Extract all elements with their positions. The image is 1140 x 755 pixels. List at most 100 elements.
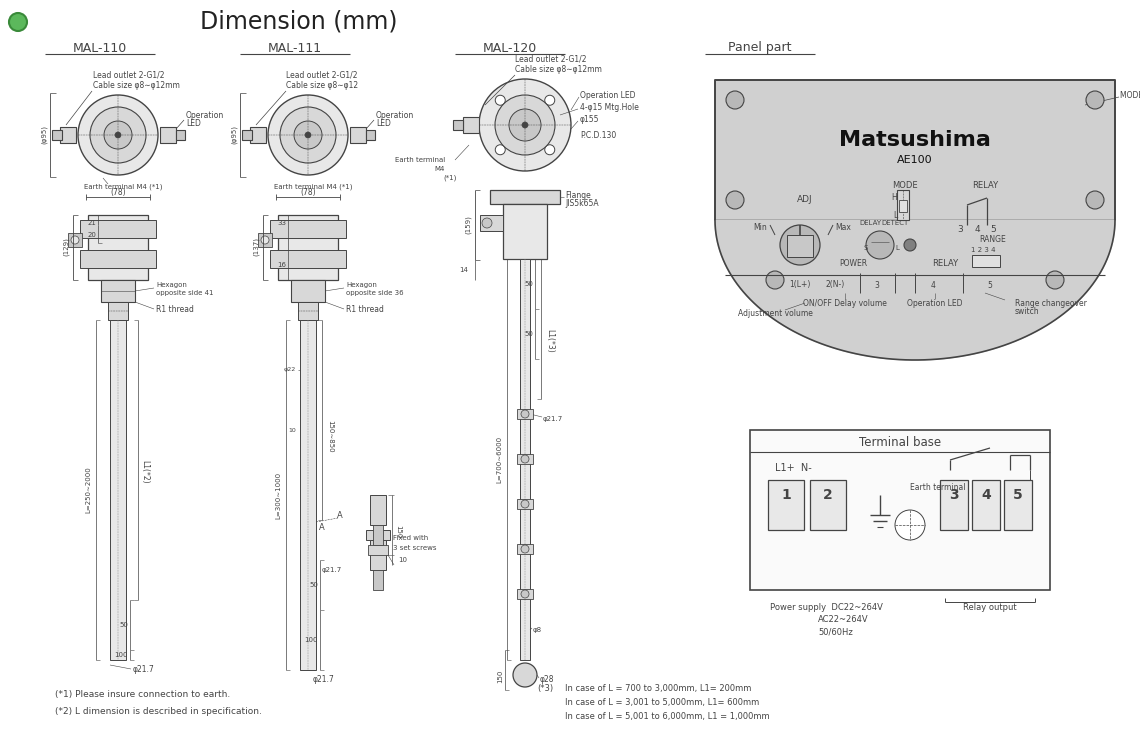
- Text: 14: 14: [459, 267, 469, 273]
- Circle shape: [780, 225, 820, 265]
- Bar: [373, 525, 383, 545]
- Text: MAL-111: MAL-111: [268, 42, 323, 54]
- Bar: [518, 589, 534, 599]
- Text: POWER: POWER: [839, 258, 868, 267]
- Text: 33: 33: [277, 220, 286, 226]
- Text: φ21.7: φ21.7: [543, 416, 563, 422]
- Bar: [463, 117, 479, 133]
- Circle shape: [1086, 191, 1104, 209]
- Text: φ8: φ8: [534, 627, 543, 633]
- Text: MAL-110: MAL-110: [73, 42, 128, 54]
- Bar: [242, 130, 252, 140]
- Bar: [972, 480, 1000, 530]
- Bar: [518, 544, 534, 554]
- Text: 100: 100: [114, 652, 128, 658]
- Bar: [490, 190, 560, 204]
- Circle shape: [866, 231, 894, 259]
- Text: φ21.7: φ21.7: [321, 567, 342, 573]
- Text: φ22: φ22: [284, 368, 296, 372]
- Text: Operation LED: Operation LED: [580, 91, 635, 100]
- Text: MODE switch: MODE switch: [1119, 91, 1140, 100]
- Bar: [940, 480, 968, 530]
- Text: In case of L = 5,001 to 6,000mm, L1 = 1,000mm: In case of L = 5,001 to 6,000mm, L1 = 1,…: [565, 711, 770, 720]
- Bar: [52, 130, 62, 140]
- Circle shape: [479, 79, 571, 171]
- Circle shape: [268, 95, 348, 175]
- Text: H: H: [891, 193, 897, 202]
- Bar: [298, 302, 318, 320]
- Text: (159): (159): [465, 216, 471, 235]
- Text: (129): (129): [63, 238, 70, 257]
- Text: A: A: [337, 510, 343, 519]
- Bar: [480, 215, 503, 231]
- Circle shape: [78, 95, 158, 175]
- Text: ON/OFF Delay volume: ON/OFF Delay volume: [803, 298, 887, 307]
- Text: 100: 100: [304, 637, 318, 643]
- Text: (78): (78): [300, 187, 316, 196]
- Circle shape: [306, 132, 311, 138]
- Circle shape: [726, 91, 744, 109]
- Bar: [270, 250, 347, 268]
- Text: MODE: MODE: [893, 180, 918, 190]
- Text: 3: 3: [950, 488, 959, 502]
- Circle shape: [261, 236, 269, 244]
- Text: Relay output: Relay output: [963, 603, 1017, 612]
- Text: L=250∼2000: L=250∼2000: [86, 467, 91, 513]
- Circle shape: [766, 271, 784, 289]
- Bar: [250, 127, 266, 143]
- Text: Lead outlet 2-G1/2: Lead outlet 2-G1/2: [286, 70, 358, 79]
- Text: 2(N-): 2(N-): [825, 281, 845, 289]
- Circle shape: [521, 500, 529, 508]
- Circle shape: [521, 410, 529, 418]
- Text: L: L: [893, 211, 897, 220]
- Text: ADJ: ADJ: [797, 196, 813, 205]
- Bar: [88, 215, 148, 280]
- Bar: [366, 530, 390, 540]
- Text: 10: 10: [288, 427, 296, 433]
- Text: 50/60Hz: 50/60Hz: [819, 627, 853, 636]
- Text: RELAY: RELAY: [972, 180, 998, 190]
- Text: A: A: [319, 523, 325, 532]
- Text: 1(L+): 1(L+): [789, 281, 811, 289]
- Text: M4: M4: [434, 166, 445, 172]
- Text: RELAY: RELAY: [931, 258, 958, 267]
- Text: Dimension (mm): Dimension (mm): [200, 10, 398, 34]
- Text: AC22~264V: AC22~264V: [819, 615, 869, 624]
- Text: (*3): (*3): [537, 683, 553, 692]
- Text: 50: 50: [309, 582, 318, 588]
- Text: Panel part: Panel part: [728, 42, 792, 54]
- Bar: [270, 220, 347, 238]
- Text: LED: LED: [186, 119, 201, 128]
- Text: Earth terminal: Earth terminal: [394, 157, 445, 163]
- Text: Min: Min: [754, 223, 767, 233]
- Circle shape: [904, 239, 917, 251]
- Circle shape: [115, 132, 121, 138]
- Bar: [518, 499, 534, 509]
- Polygon shape: [715, 220, 1115, 360]
- Text: In case of L = 3,001 to 5,000mm, L1= 600mm: In case of L = 3,001 to 5,000mm, L1= 600…: [565, 698, 759, 707]
- Bar: [258, 233, 272, 247]
- Text: 150: 150: [394, 525, 401, 538]
- Circle shape: [508, 109, 542, 141]
- Text: LED: LED: [376, 119, 391, 128]
- Bar: [300, 320, 316, 670]
- Text: Lead outlet 2-G1/2: Lead outlet 2-G1/2: [515, 54, 586, 63]
- Text: Fixed with: Fixed with: [393, 535, 429, 541]
- Text: 3: 3: [874, 281, 879, 289]
- Bar: [68, 233, 82, 247]
- Text: 50: 50: [524, 331, 534, 337]
- Bar: [811, 480, 846, 530]
- Text: 50: 50: [524, 281, 534, 287]
- Text: L1+  N-: L1+ N-: [775, 463, 812, 473]
- Text: Earth terminal: Earth terminal: [910, 482, 966, 492]
- Text: Operation LED: Operation LED: [907, 298, 963, 307]
- Text: φ155: φ155: [580, 115, 600, 124]
- Text: (137): (137): [253, 238, 259, 257]
- Text: 5: 5: [1013, 488, 1023, 502]
- Text: Operation: Operation: [376, 110, 414, 119]
- Text: 10: 10: [398, 557, 407, 563]
- Bar: [897, 190, 909, 220]
- Text: (φ95): (φ95): [230, 125, 237, 144]
- Text: L=300∼1000: L=300∼1000: [275, 471, 280, 519]
- Bar: [768, 480, 804, 530]
